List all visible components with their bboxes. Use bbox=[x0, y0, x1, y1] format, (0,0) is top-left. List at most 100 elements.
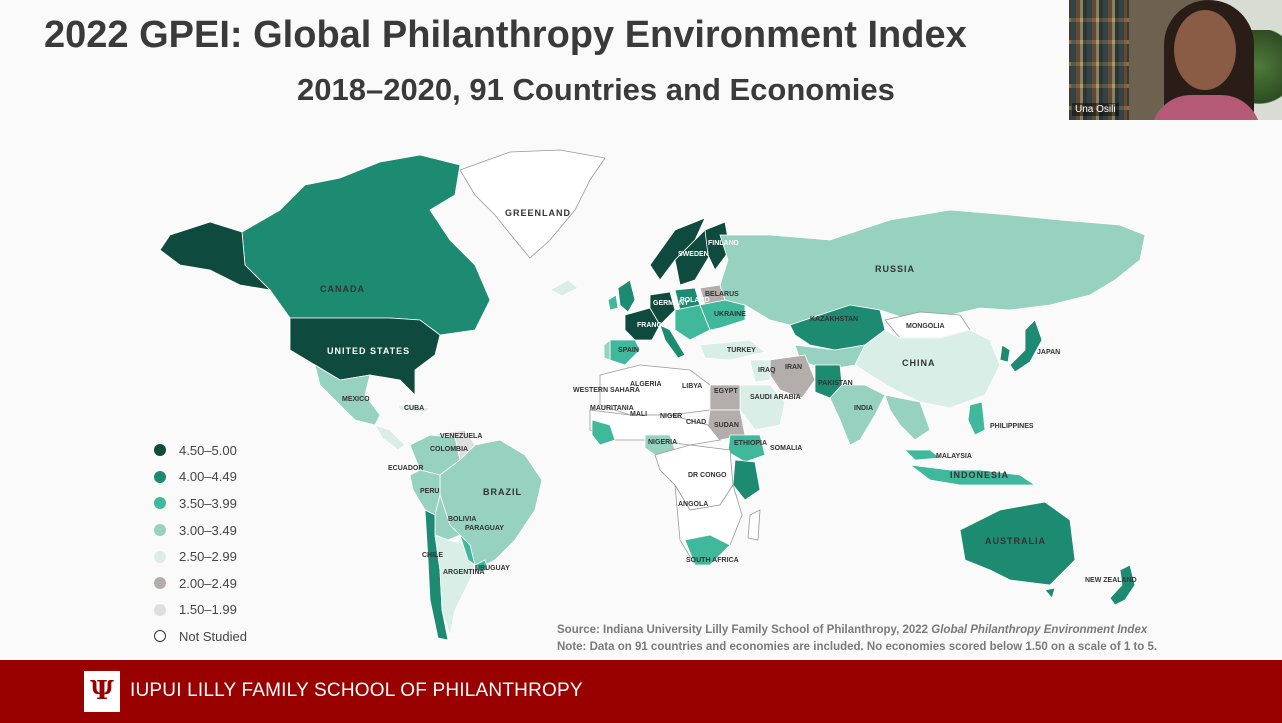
map-label-mexico: MEXICO bbox=[342, 396, 370, 403]
map-label-brazil: BRAZIL bbox=[483, 487, 522, 497]
school-name: IUPUI LILLY FAMILY SCHOOL OF PHILANTHROP… bbox=[130, 680, 583, 701]
map-label-libya: LIBYA bbox=[682, 383, 702, 390]
legend-label: 3.00–3.49 bbox=[179, 522, 237, 538]
legend-item: 2.00–2.49 bbox=[154, 570, 247, 597]
region-canada bbox=[241, 154, 491, 336]
region-southeast-asia bbox=[884, 394, 931, 441]
source-line-note: Note: Data on 91 countries and economies… bbox=[557, 641, 1158, 653]
map-label-germany: GERMANY bbox=[653, 300, 689, 307]
map-label-canada: CANADA bbox=[320, 284, 365, 294]
legend-swatch bbox=[154, 524, 166, 537]
map-label-india: INDIA bbox=[854, 405, 873, 412]
region-italy bbox=[659, 324, 686, 359]
legend-item: 4.00–4.49 bbox=[154, 464, 247, 491]
map-label-spain: SPAIN bbox=[618, 347, 639, 354]
map-label-turkey: TURKEY bbox=[727, 347, 756, 354]
legend-swatch bbox=[154, 444, 166, 457]
region-malaysia bbox=[904, 449, 942, 461]
legend-label: 2.00–2.49 bbox=[179, 575, 237, 591]
footer-banner: Ψ IUPUI LILLY FAMILY SCHOOL OF PHILANTHR… bbox=[0, 660, 1282, 723]
world-map: GREENLAND CANADA UNITED STATES MEXICO CU… bbox=[159, 149, 1146, 641]
region-iraq bbox=[749, 359, 771, 383]
map-label-peru: PERU bbox=[420, 488, 439, 495]
map-label-colombia: COLOMBIA bbox=[430, 446, 468, 453]
legend-item: 3.50–3.99 bbox=[154, 490, 247, 517]
map-label-angola: ANGOLA bbox=[678, 501, 708, 508]
region-russia bbox=[719, 209, 1146, 326]
map-label-finland: FINLAND bbox=[708, 240, 739, 247]
map-label-chile: CHILE bbox=[422, 552, 443, 559]
region-ireland bbox=[607, 294, 619, 311]
map-label-philippines: PHILIPPINES bbox=[990, 423, 1034, 430]
map-label-mongolia: MONGOLIA bbox=[906, 323, 945, 330]
map-label-greenland: GREENLAND bbox=[505, 208, 571, 218]
region-madagascar bbox=[747, 509, 761, 541]
region-mexico bbox=[314, 364, 381, 426]
map-label-ethiopia: ETHIOPIA bbox=[734, 440, 767, 447]
map-label-australia: AUSTRALIA bbox=[985, 536, 1046, 546]
map-label-ukraine: UKRAINE bbox=[714, 311, 746, 318]
map-label-japan: JAPAN bbox=[1037, 349, 1060, 356]
map-label-ecuador: ECUADOR bbox=[388, 465, 423, 472]
legend-label: 4.50–5.00 bbox=[179, 442, 237, 458]
map-label-cuba: CUBA bbox=[404, 405, 424, 412]
region-uruguay bbox=[474, 559, 489, 573]
map-label-egypt: EGYPT bbox=[714, 388, 738, 395]
map-label-poland: POLAND bbox=[680, 297, 710, 304]
region-argentina bbox=[434, 534, 476, 637]
map-legend: 4.50–5.00 4.00–4.49 3.50–3.99 3.00–3.49 2.50… bbox=[154, 437, 247, 650]
legend-label: 2.50–2.99 bbox=[179, 549, 237, 565]
iu-trident-logo: Ψ bbox=[84, 671, 120, 712]
region-uk bbox=[617, 279, 636, 313]
legend-swatch bbox=[154, 550, 166, 563]
region-turkey bbox=[699, 339, 766, 361]
map-label-sudan: SUDAN bbox=[714, 422, 739, 429]
map-label-south-africa: SOUTH AFRICA bbox=[686, 557, 739, 564]
map-label-kazakhstan: KAZAKHSTAN bbox=[810, 316, 858, 323]
region-korea bbox=[999, 344, 1011, 363]
legend-label: Not Studied bbox=[179, 628, 247, 644]
participant-video-tile[interactable]: Una Osili bbox=[1069, 0, 1282, 120]
legend-item: Not Studied bbox=[154, 623, 247, 650]
legend-item: 3.00–3.49 bbox=[154, 517, 247, 544]
region-west-africa bbox=[591, 419, 616, 446]
region-finland bbox=[704, 221, 731, 271]
region-cuba bbox=[397, 404, 431, 413]
region-china bbox=[854, 329, 1001, 409]
legend-swatch bbox=[154, 603, 166, 616]
map-label-france: FRANCE bbox=[637, 322, 666, 329]
region-central-america bbox=[374, 424, 406, 451]
map-label-western-sahara: WESTERN SAHARA bbox=[573, 387, 640, 394]
legend-item: 2.50–2.99 bbox=[154, 543, 247, 570]
map-label-sweden: SWEDEN bbox=[678, 251, 709, 258]
legend-label: 4.00–4.49 bbox=[179, 469, 237, 485]
source-line-prefix: Source: Indiana University Lilly Family … bbox=[557, 624, 932, 636]
participant-face bbox=[1174, 10, 1236, 90]
slide-subtitle: 2018–2020, 91 Countries and Economies bbox=[297, 72, 895, 107]
region-central-europe bbox=[674, 304, 711, 341]
legend-label: 1.50–1.99 bbox=[179, 602, 237, 618]
map-label-dr-congo: DR CONGO bbox=[688, 472, 727, 479]
map-label-pakistan: PAKISTAN bbox=[818, 380, 853, 387]
legend-label: 3.50–3.99 bbox=[179, 495, 237, 511]
region-tasmania bbox=[1044, 587, 1056, 599]
map-label-china: CHINA bbox=[902, 358, 936, 368]
presentation-slide: 2022 GPEI: Global Philanthropy Environme… bbox=[44, 0, 1282, 656]
legend-swatch bbox=[154, 577, 166, 590]
region-alaska bbox=[159, 221, 272, 291]
map-label-chad: CHAD bbox=[686, 419, 706, 426]
logo-mark: Ψ bbox=[90, 676, 114, 706]
region-east-africa bbox=[732, 459, 761, 501]
source-line-title: Global Philanthropy Environment Index bbox=[931, 624, 1148, 636]
region-greenland bbox=[459, 149, 606, 259]
participant-name-label: Una Osili bbox=[1072, 103, 1119, 116]
map-label-paraguay: PARAGUAY bbox=[465, 525, 504, 532]
map-label-nigeria: NIGERIA bbox=[648, 439, 677, 446]
legend-item: 1.50–1.99 bbox=[154, 597, 247, 624]
legend-swatch bbox=[154, 630, 166, 643]
source-note: Source: Indiana University Lilly Family … bbox=[557, 622, 1157, 656]
map-label-niger: NIGER bbox=[660, 413, 682, 420]
region-chile bbox=[424, 509, 449, 641]
region-iceland bbox=[549, 279, 579, 297]
map-label-united-states: UNITED STATES bbox=[327, 346, 410, 356]
